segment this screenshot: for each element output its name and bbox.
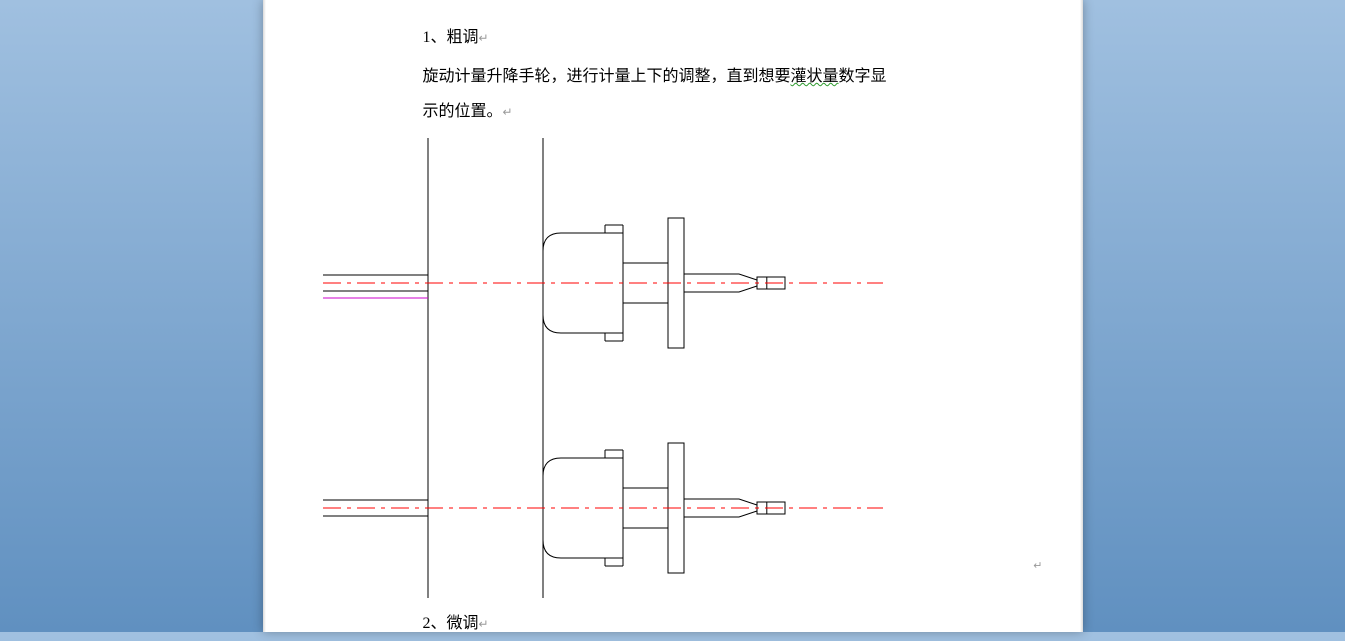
paragraph-mark: ↵: [479, 31, 489, 45]
document-page: 1、粗调↵ 旋动计量升降手轮，进行计量上下的调整，直到想要灌状量数字显 示的位置…: [263, 0, 1083, 632]
body-line-2: 示的位置。: [423, 103, 503, 120]
body-line-1b: 数字显: [839, 68, 887, 85]
paragraph-mark: ↵: [503, 105, 513, 119]
section-2-heading: 2、微调↵: [423, 606, 923, 641]
page-shadow-left: [263, 0, 266, 632]
section-1-number: 1、: [423, 29, 447, 46]
paragraph-mark-float: ↵: [1033, 559, 1042, 572]
document-content: 1、粗调↵ 旋动计量升降手轮，进行计量上下的调整，直到想要灌状量数字显 示的位置…: [263, 0, 1083, 641]
paragraph-mark: ↵: [479, 617, 489, 631]
section-2-title: 微调: [447, 615, 479, 632]
section-1-heading: 1、粗调↵: [423, 20, 923, 55]
section-1-title: 粗调: [447, 29, 479, 46]
section-1-body: 旋动计量升降手轮，进行计量上下的调整，直到想要灌状量数字显 示的位置。↵: [423, 59, 923, 129]
technical-diagram: [323, 138, 1003, 598]
diagram-svg: [323, 138, 1003, 598]
body-squiggle-text: 灌状量: [791, 68, 839, 85]
page-shadow-right: [1080, 0, 1083, 632]
body-line-1a: 旋动计量升降手轮，进行计量上下的调整，直到想要: [423, 68, 791, 85]
section-2-number: 2、: [423, 615, 447, 632]
